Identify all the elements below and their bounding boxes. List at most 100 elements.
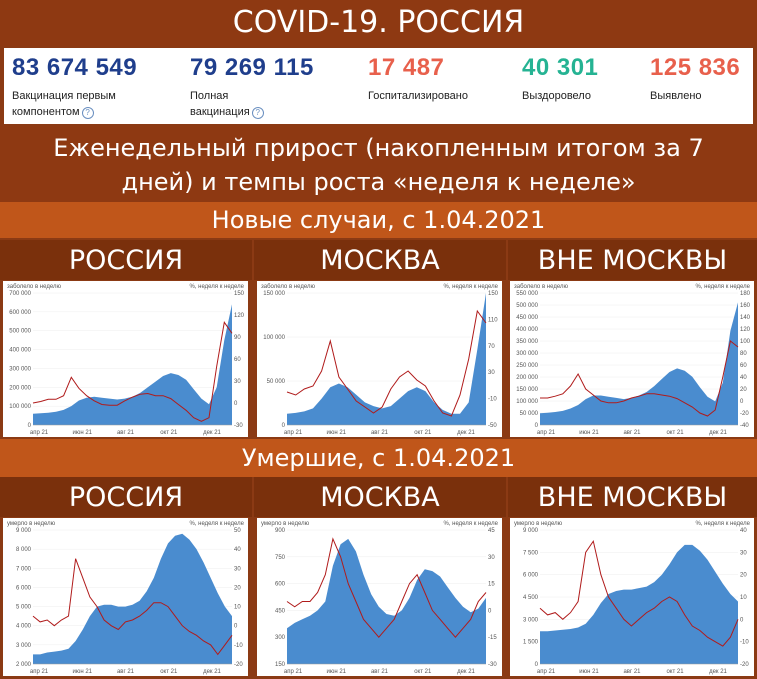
right-tick-label: -20 xyxy=(740,662,749,668)
left-tick-label: 300 xyxy=(275,635,286,641)
right-tick-label: 80 xyxy=(740,351,747,357)
x-tick-label: июн 21 xyxy=(579,430,599,436)
right-tick-label: 20 xyxy=(234,585,241,591)
right-tick-label: 70 xyxy=(488,344,495,350)
x-tick-label: окт 21 xyxy=(666,669,684,675)
left-tick-label: 150 000 xyxy=(516,387,538,393)
right-tick-label: 0 xyxy=(740,617,744,623)
right-axis-title: %, неделя к неделе xyxy=(189,284,244,290)
right-tick-label: 60 xyxy=(234,357,241,363)
right-tick-label: 120 xyxy=(234,313,245,319)
right-tick-label: 160 xyxy=(740,303,751,309)
growth-line-series xyxy=(286,309,487,417)
left-tick-label: 1 500 xyxy=(523,640,539,646)
left-tick-label: 300 000 xyxy=(9,366,31,372)
stat-value: 79 269 115 xyxy=(190,54,314,81)
growth-line-series xyxy=(286,537,487,638)
right-tick-label: 30 xyxy=(488,555,495,561)
left-tick-label: 3 000 xyxy=(523,617,539,623)
stat-value: 17 487 xyxy=(368,54,445,81)
right-axis-title: %, неделя к неделе xyxy=(443,284,498,290)
region-header-outside-moscow-deaths: ВНЕ МОСКВЫ xyxy=(508,477,757,517)
weekly-title-line1: Еженедельный прирост (накопленным итогом… xyxy=(53,134,704,162)
left-tick-label: 450 000 xyxy=(516,315,538,321)
help-icon[interactable]: ? xyxy=(81,107,94,119)
right-tick-label: 40 xyxy=(234,547,241,553)
x-tick-label: апр 21 xyxy=(537,430,556,436)
left-tick-label: 4 500 xyxy=(523,595,539,601)
region-header-moscow-cases: МОСКВА xyxy=(254,240,506,280)
right-tick-label: 10 xyxy=(740,595,747,601)
stat-recovered: 40 301 Выздоровело xyxy=(522,54,598,104)
x-tick-label: окт 21 xyxy=(160,669,178,675)
growth-line-series xyxy=(32,321,233,422)
left-tick-label: 250 000 xyxy=(516,363,538,369)
left-tick-label: 700 000 xyxy=(9,291,31,297)
x-tick-label: дек 21 xyxy=(203,669,221,675)
right-axis-title: %, неделя к неделе xyxy=(189,521,244,527)
right-axis-title: %, неделя к неделе xyxy=(695,521,750,527)
right-tick-label: 10 xyxy=(234,605,241,611)
left-tick-label: 9 000 xyxy=(523,528,539,534)
left-tick-label: 0 xyxy=(535,423,539,429)
left-tick-label: 6 000 xyxy=(16,585,32,591)
x-tick-label: апр 21 xyxy=(284,669,303,675)
right-tick-label: 140 xyxy=(740,315,751,321)
right-tick-label: 30 xyxy=(740,550,747,556)
x-tick-label: авг 21 xyxy=(117,669,135,675)
stat-detected: 125 836 Выявлено xyxy=(650,54,740,104)
help-icon[interactable]: ? xyxy=(251,107,264,119)
stat-value: 40 301 xyxy=(522,54,599,81)
right-tick-label: 30 xyxy=(234,379,241,385)
right-tick-label: -15 xyxy=(488,635,497,641)
stat-vaccination-first: 83 674 549 Вакцинация первым компонентом? xyxy=(12,54,137,120)
stat-value: 83 674 549 xyxy=(12,54,138,81)
region-header-russia-cases: РОССИЯ xyxy=(0,240,252,280)
right-tick-label: 90 xyxy=(234,335,241,341)
right-tick-label: 20 xyxy=(740,573,747,579)
x-tick-label: июн 21 xyxy=(72,669,92,675)
right-tick-label: -30 xyxy=(234,423,243,429)
left-tick-label: 900 xyxy=(275,528,286,534)
right-tick-label: 0 xyxy=(234,624,238,630)
left-tick-label: 600 000 xyxy=(9,310,31,316)
x-tick-label: дек 21 xyxy=(203,430,221,436)
left-axis-title: заболело в неделю xyxy=(514,284,568,290)
weekly-area-series xyxy=(33,304,232,425)
x-tick-label: апр 21 xyxy=(30,669,49,675)
right-tick-label: 0 xyxy=(740,399,744,405)
x-tick-label: дек 21 xyxy=(709,669,727,675)
x-tick-label: авг 21 xyxy=(117,430,135,436)
weekly-area-series xyxy=(540,544,738,664)
left-tick-label: 500 000 xyxy=(9,329,31,335)
right-tick-label: 100 xyxy=(740,339,751,345)
chart-cases-outside-moscow: заболело в неделю %, неделя к неделе 0 50 0… xyxy=(510,281,754,437)
left-tick-label: 7 000 xyxy=(16,566,32,572)
stat-label-2: компонентом xyxy=(12,106,80,118)
right-tick-label: 30 xyxy=(234,566,241,572)
x-tick-label: окт 21 xyxy=(414,430,432,436)
growth-line-series xyxy=(539,539,739,647)
stat-label: Госпитализировано xyxy=(368,90,468,102)
right-tick-label: -10 xyxy=(234,643,243,649)
left-tick-label: 500 000 xyxy=(516,303,538,309)
x-tick-label: апр 21 xyxy=(284,430,303,436)
right-tick-label: -40 xyxy=(740,423,749,429)
left-tick-label: 3 000 xyxy=(16,643,32,649)
right-tick-label: -20 xyxy=(234,662,243,668)
right-tick-label: -20 xyxy=(740,411,749,417)
growth-line-series xyxy=(540,340,739,417)
left-tick-label: 150 xyxy=(275,662,286,668)
stat-label: Вакцинация первым xyxy=(12,90,116,102)
x-tick-label: авг 21 xyxy=(623,430,641,436)
weekly-area-series xyxy=(33,533,232,664)
x-tick-label: дек 21 xyxy=(457,669,475,675)
left-tick-label: 4 000 xyxy=(16,624,32,630)
left-tick-label: 0 xyxy=(28,423,32,429)
left-tick-label: 400 000 xyxy=(9,348,31,354)
right-tick-label: 50 xyxy=(234,528,241,534)
right-tick-label: -10 xyxy=(488,397,497,403)
x-tick-label: окт 21 xyxy=(414,669,432,675)
left-axis-title: умерло в неделю xyxy=(514,521,563,527)
left-tick-label: 6 000 xyxy=(523,573,539,579)
